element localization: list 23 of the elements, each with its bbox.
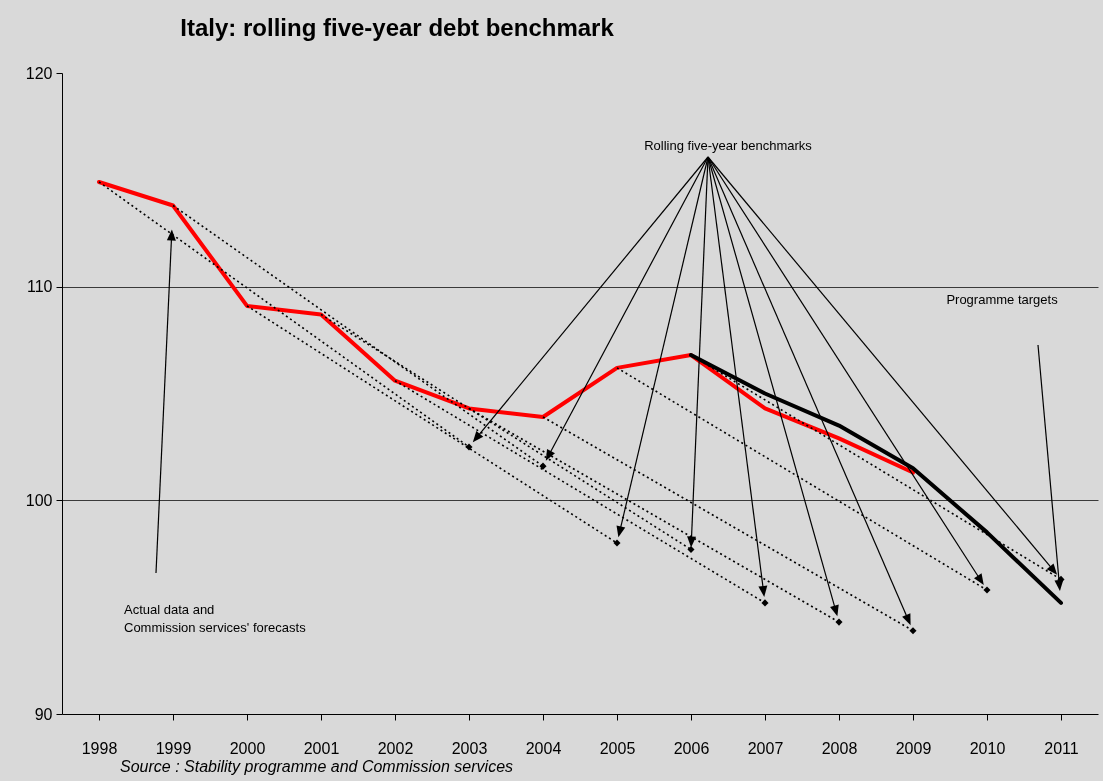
x-tick-label: 2006 xyxy=(673,739,710,757)
y-tick-label: 110 xyxy=(26,278,53,296)
source-note: Source : Stability programme and Commission services xyxy=(120,758,514,775)
annotation: Programme targets xyxy=(946,292,1059,307)
x-tick-label: 2002 xyxy=(377,739,414,757)
x-tick-label: 2004 xyxy=(525,739,562,757)
x-tick-label: 2010 xyxy=(969,739,1006,757)
x-tick-label: 2007 xyxy=(747,739,784,757)
x-tick-label: 2008 xyxy=(821,739,858,757)
annotation: Rolling five-year benchmarks xyxy=(644,138,813,153)
x-tick-label: 2005 xyxy=(599,739,636,757)
annotation: Actual data and Commission services' forecasts xyxy=(124,602,307,635)
x-tick-label: 2009 xyxy=(895,739,932,757)
x-tick-label: 2003 xyxy=(451,739,488,757)
x-tick-label: 2001 xyxy=(303,739,340,757)
y-tick-label: 100 xyxy=(25,491,53,509)
y-tick-label: 90 xyxy=(34,705,53,723)
x-tick-label: 1998 xyxy=(81,739,118,757)
y-tick-label: 120 xyxy=(25,64,53,82)
x-tick-label: 2000 xyxy=(229,739,266,757)
x-tick-label: 1999 xyxy=(155,739,192,757)
chart-title: Italy: rolling five-year debt benchmark xyxy=(180,14,615,41)
x-tick-label: 2011 xyxy=(1044,739,1079,757)
